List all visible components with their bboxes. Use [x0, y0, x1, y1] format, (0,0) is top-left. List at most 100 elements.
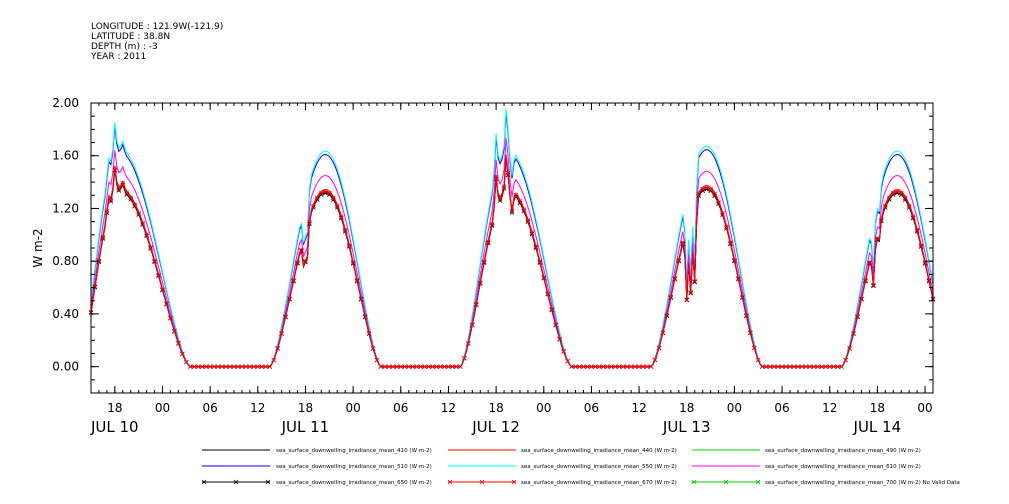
series-marker — [541, 275, 547, 280]
series-marker — [573, 364, 578, 369]
series-marker — [470, 322, 475, 328]
legend-marker — [265, 479, 271, 485]
series-marker — [211, 364, 217, 369]
series-marker — [319, 190, 324, 196]
x-tick-label: 00 — [155, 401, 170, 415]
series-marker — [668, 294, 674, 300]
series-marker — [438, 364, 443, 369]
x-tick-label: 12 — [822, 401, 837, 415]
y-tick-label: 2.00 — [52, 96, 79, 110]
series-marker — [184, 359, 189, 365]
legend-marker — [233, 479, 239, 485]
series-marker — [497, 196, 503, 202]
x-tick-label: 18 — [298, 401, 313, 415]
series-marker — [346, 243, 352, 248]
series-marker — [652, 357, 658, 363]
series-marker — [819, 364, 825, 369]
series-marker — [120, 180, 126, 186]
series-marker — [172, 328, 177, 334]
series-line-3 — [90, 112, 934, 368]
legend-label: sea_surface_downwelling_irradiance_mean_… — [765, 480, 960, 486]
series-marker — [124, 190, 130, 196]
legend-entry: sea_surface_downwelling_irradiance_mean_… — [202, 464, 432, 470]
series-marker — [712, 191, 717, 197]
series-marker — [708, 188, 713, 194]
x-day-label: JUL 14 — [853, 418, 902, 436]
series-marker — [545, 291, 551, 296]
legend-entry: sea_surface_downwelling_irradiance_mean_… — [692, 448, 921, 454]
series-marker — [231, 364, 237, 369]
series-marker — [477, 280, 483, 286]
series-marker — [577, 364, 582, 369]
legend-label: sea_surface_downwelling_irradiance_mean_… — [765, 448, 921, 454]
series-marker — [569, 364, 574, 369]
series-marker — [509, 208, 515, 214]
series-marker — [283, 314, 288, 319]
series-marker — [434, 364, 439, 369]
legend-label: sea_surface_downwelling_irradiance_mean_… — [276, 480, 432, 486]
axis-ticks-group: 0.00 0.40 0.80 1.20 1.60 2.00 18 00 06 12 18 00 06 12… — [52, 96, 934, 436]
series-marker — [636, 364, 642, 369]
series-marker — [744, 313, 749, 318]
series-marker — [338, 214, 344, 219]
series-marker — [442, 364, 447, 369]
series-marker — [525, 218, 531, 223]
series-line-0 — [90, 156, 934, 368]
series-marker — [279, 331, 284, 336]
series-marker — [450, 364, 455, 369]
series-marker — [914, 227, 920, 233]
x-tick-label: 12 — [441, 401, 456, 415]
legend-marker — [511, 479, 517, 485]
series-marker — [259, 364, 265, 369]
series-marker — [879, 217, 884, 222]
series-marker — [334, 203, 340, 209]
plot-frame — [90, 102, 934, 394]
series-marker — [521, 207, 527, 213]
x-tick-label: 06 — [393, 401, 408, 415]
x-tick-label: 18 — [870, 401, 885, 415]
series-marker — [632, 364, 638, 369]
series-marker — [390, 364, 396, 369]
series-marker — [688, 290, 694, 295]
y-axis-label: W m-2 — [31, 228, 45, 267]
series-marker — [366, 331, 372, 336]
x-day-label: JUL 10 — [90, 418, 139, 436]
series-marker — [871, 283, 876, 289]
series-marker — [692, 279, 697, 285]
series-marker — [775, 364, 781, 369]
series-marker — [557, 336, 562, 342]
legend: sea_surface_downwelling_irradiance_mean_… — [201, 448, 960, 486]
series-marker — [791, 364, 797, 369]
series-marker — [751, 345, 757, 351]
series-marker — [180, 351, 185, 357]
series-marker — [767, 364, 773, 369]
series-marker — [156, 272, 161, 278]
series-marker — [263, 364, 269, 369]
series-marker — [287, 296, 292, 301]
series-line-7 — [90, 156, 934, 368]
series-marker — [533, 244, 539, 249]
series-marker — [664, 313, 670, 318]
series-marker — [803, 364, 809, 369]
series-marker — [609, 364, 614, 369]
series-marker — [219, 364, 225, 369]
legend-label: sea_surface_downwelling_irradiance_mean_… — [276, 448, 432, 454]
series-marker — [358, 296, 364, 301]
series-marker — [894, 189, 900, 194]
series-marker — [374, 357, 380, 363]
series-marker — [446, 364, 451, 369]
legend-label: sea_surface_downwelling_irradiance_mean_… — [521, 448, 677, 454]
series-marker — [759, 364, 765, 369]
series-marker — [466, 341, 471, 346]
legend-entry: sea_surface_downwelling_irradiance_mean_… — [448, 448, 677, 454]
series-marker — [327, 190, 332, 196]
x-tick-label: 00 — [917, 401, 932, 415]
series-marker — [859, 296, 864, 301]
series-marker — [902, 195, 908, 201]
series-marker — [585, 364, 590, 369]
series-marker — [295, 260, 300, 265]
x-tick-label: 12 — [250, 401, 265, 415]
legend-entry: sea_surface_downwelling_irradiance_mean_… — [447, 479, 677, 486]
series-marker — [835, 364, 840, 369]
series-marker — [549, 307, 554, 312]
